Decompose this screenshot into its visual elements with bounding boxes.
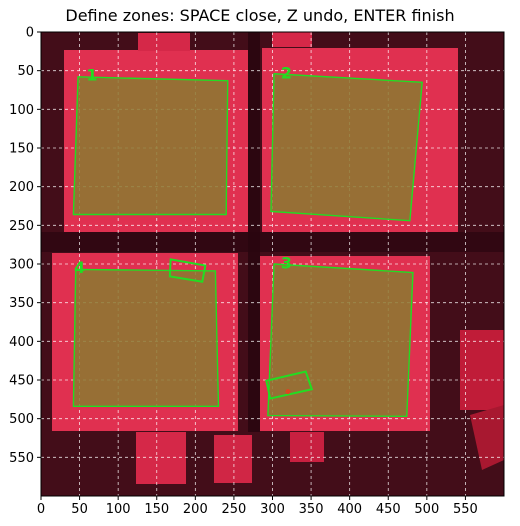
marked-box[interactable] xyxy=(265,370,314,400)
x-tick-label: 300 xyxy=(260,502,285,517)
x-tick-label: 150 xyxy=(144,502,169,517)
x-tick-label: 200 xyxy=(183,502,208,517)
zone-label: 2 xyxy=(281,63,292,82)
x-tick-label: 350 xyxy=(299,502,324,517)
x-tick-label: 250 xyxy=(222,502,247,517)
zone-label: 3 xyxy=(281,254,292,273)
y-tick-label: 550 xyxy=(9,451,34,466)
marked-boxes xyxy=(168,258,314,400)
grid xyxy=(40,31,504,496)
x-tick-label: 50 xyxy=(71,502,88,517)
clicked-points xyxy=(285,389,291,395)
zones: 1 2 3 4 xyxy=(72,63,423,418)
x-tick-label: 400 xyxy=(337,502,362,517)
zone-label: 4 xyxy=(74,258,85,277)
zone-1[interactable] xyxy=(72,76,229,216)
y-tick-label: 300 xyxy=(9,258,34,273)
marked-box[interactable] xyxy=(168,258,207,283)
window-title: Define zones: SPACE close, Z undo, ENTER… xyxy=(65,6,455,25)
zone-3[interactable] xyxy=(267,263,414,418)
zone-label: 1 xyxy=(86,66,97,85)
y-tick-label: 150 xyxy=(9,142,34,157)
x-axis: 0 50 100 150 200 250 300 350 400 450 500 550 xyxy=(37,496,478,517)
clicked-point xyxy=(285,389,291,395)
x-tick-label: 100 xyxy=(106,502,131,517)
x-tick-label: 550 xyxy=(453,502,478,517)
y-tick-label: 200 xyxy=(9,180,34,195)
x-tick-label: 450 xyxy=(376,502,401,517)
y-axis: 0 50 100 150 200 250 300 350 400 450 500 550 xyxy=(9,26,41,466)
y-tick-label: 400 xyxy=(9,335,34,350)
y-tick-label: 100 xyxy=(9,103,34,118)
y-tick-label: 500 xyxy=(9,412,34,427)
y-tick-label: 350 xyxy=(9,296,34,311)
x-tick-label: 0 xyxy=(37,502,45,517)
zone-2[interactable] xyxy=(270,73,423,222)
y-tick-label: 450 xyxy=(9,374,34,389)
x-tick-label: 500 xyxy=(414,502,439,517)
y-tick-label: 50 xyxy=(17,64,34,79)
zone-4[interactable] xyxy=(72,268,220,407)
y-tick-label: 0 xyxy=(26,26,34,41)
y-tick-label: 250 xyxy=(9,219,34,234)
